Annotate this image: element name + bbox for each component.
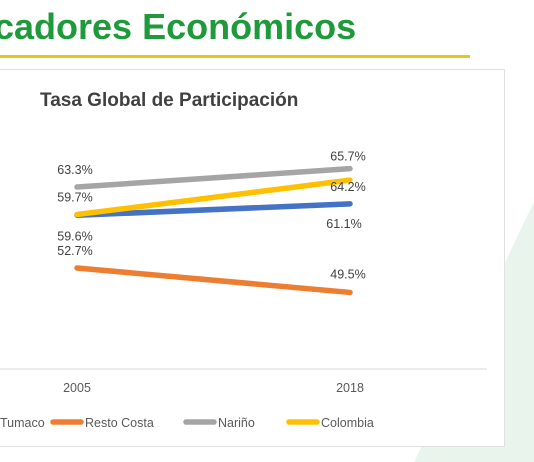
data-label: 59.6% <box>57 229 92 243</box>
chart-title: Tasa Global de Participación <box>40 90 298 111</box>
legend-entry: Colombia <box>321 416 374 430</box>
series-line-colombia <box>74 177 353 218</box>
legend-entry: Resto Costa <box>85 416 154 430</box>
chart-panel: Tasa Global de Participación 59.6% 61.1% 5… <box>0 69 505 447</box>
data-label: 52.7% <box>57 244 92 258</box>
slide-title: cadores Económicos <box>0 6 357 47</box>
title-underline <box>0 55 470 58</box>
data-label: 59.7% <box>57 191 92 205</box>
series-line-resto-costa <box>74 265 353 296</box>
data-label: 65.7% <box>330 150 365 164</box>
series-line-nari-o <box>74 165 353 190</box>
data-label: 49.5% <box>330 267 365 281</box>
line-chart: Tasa Global de Participación 59.6% 61.1% 5… <box>0 90 487 430</box>
series-line-tumaco <box>74 201 353 219</box>
x-tick-label: 2018 <box>336 381 364 395</box>
x-tick-label: 2005 <box>63 381 91 395</box>
data-label: 61.1% <box>326 217 361 231</box>
data-label: 64.2% <box>330 180 365 194</box>
legend-entry: Nariño <box>218 416 255 430</box>
data-label: 63.3% <box>57 163 92 177</box>
legend-entry: Tumaco <box>0 416 45 430</box>
